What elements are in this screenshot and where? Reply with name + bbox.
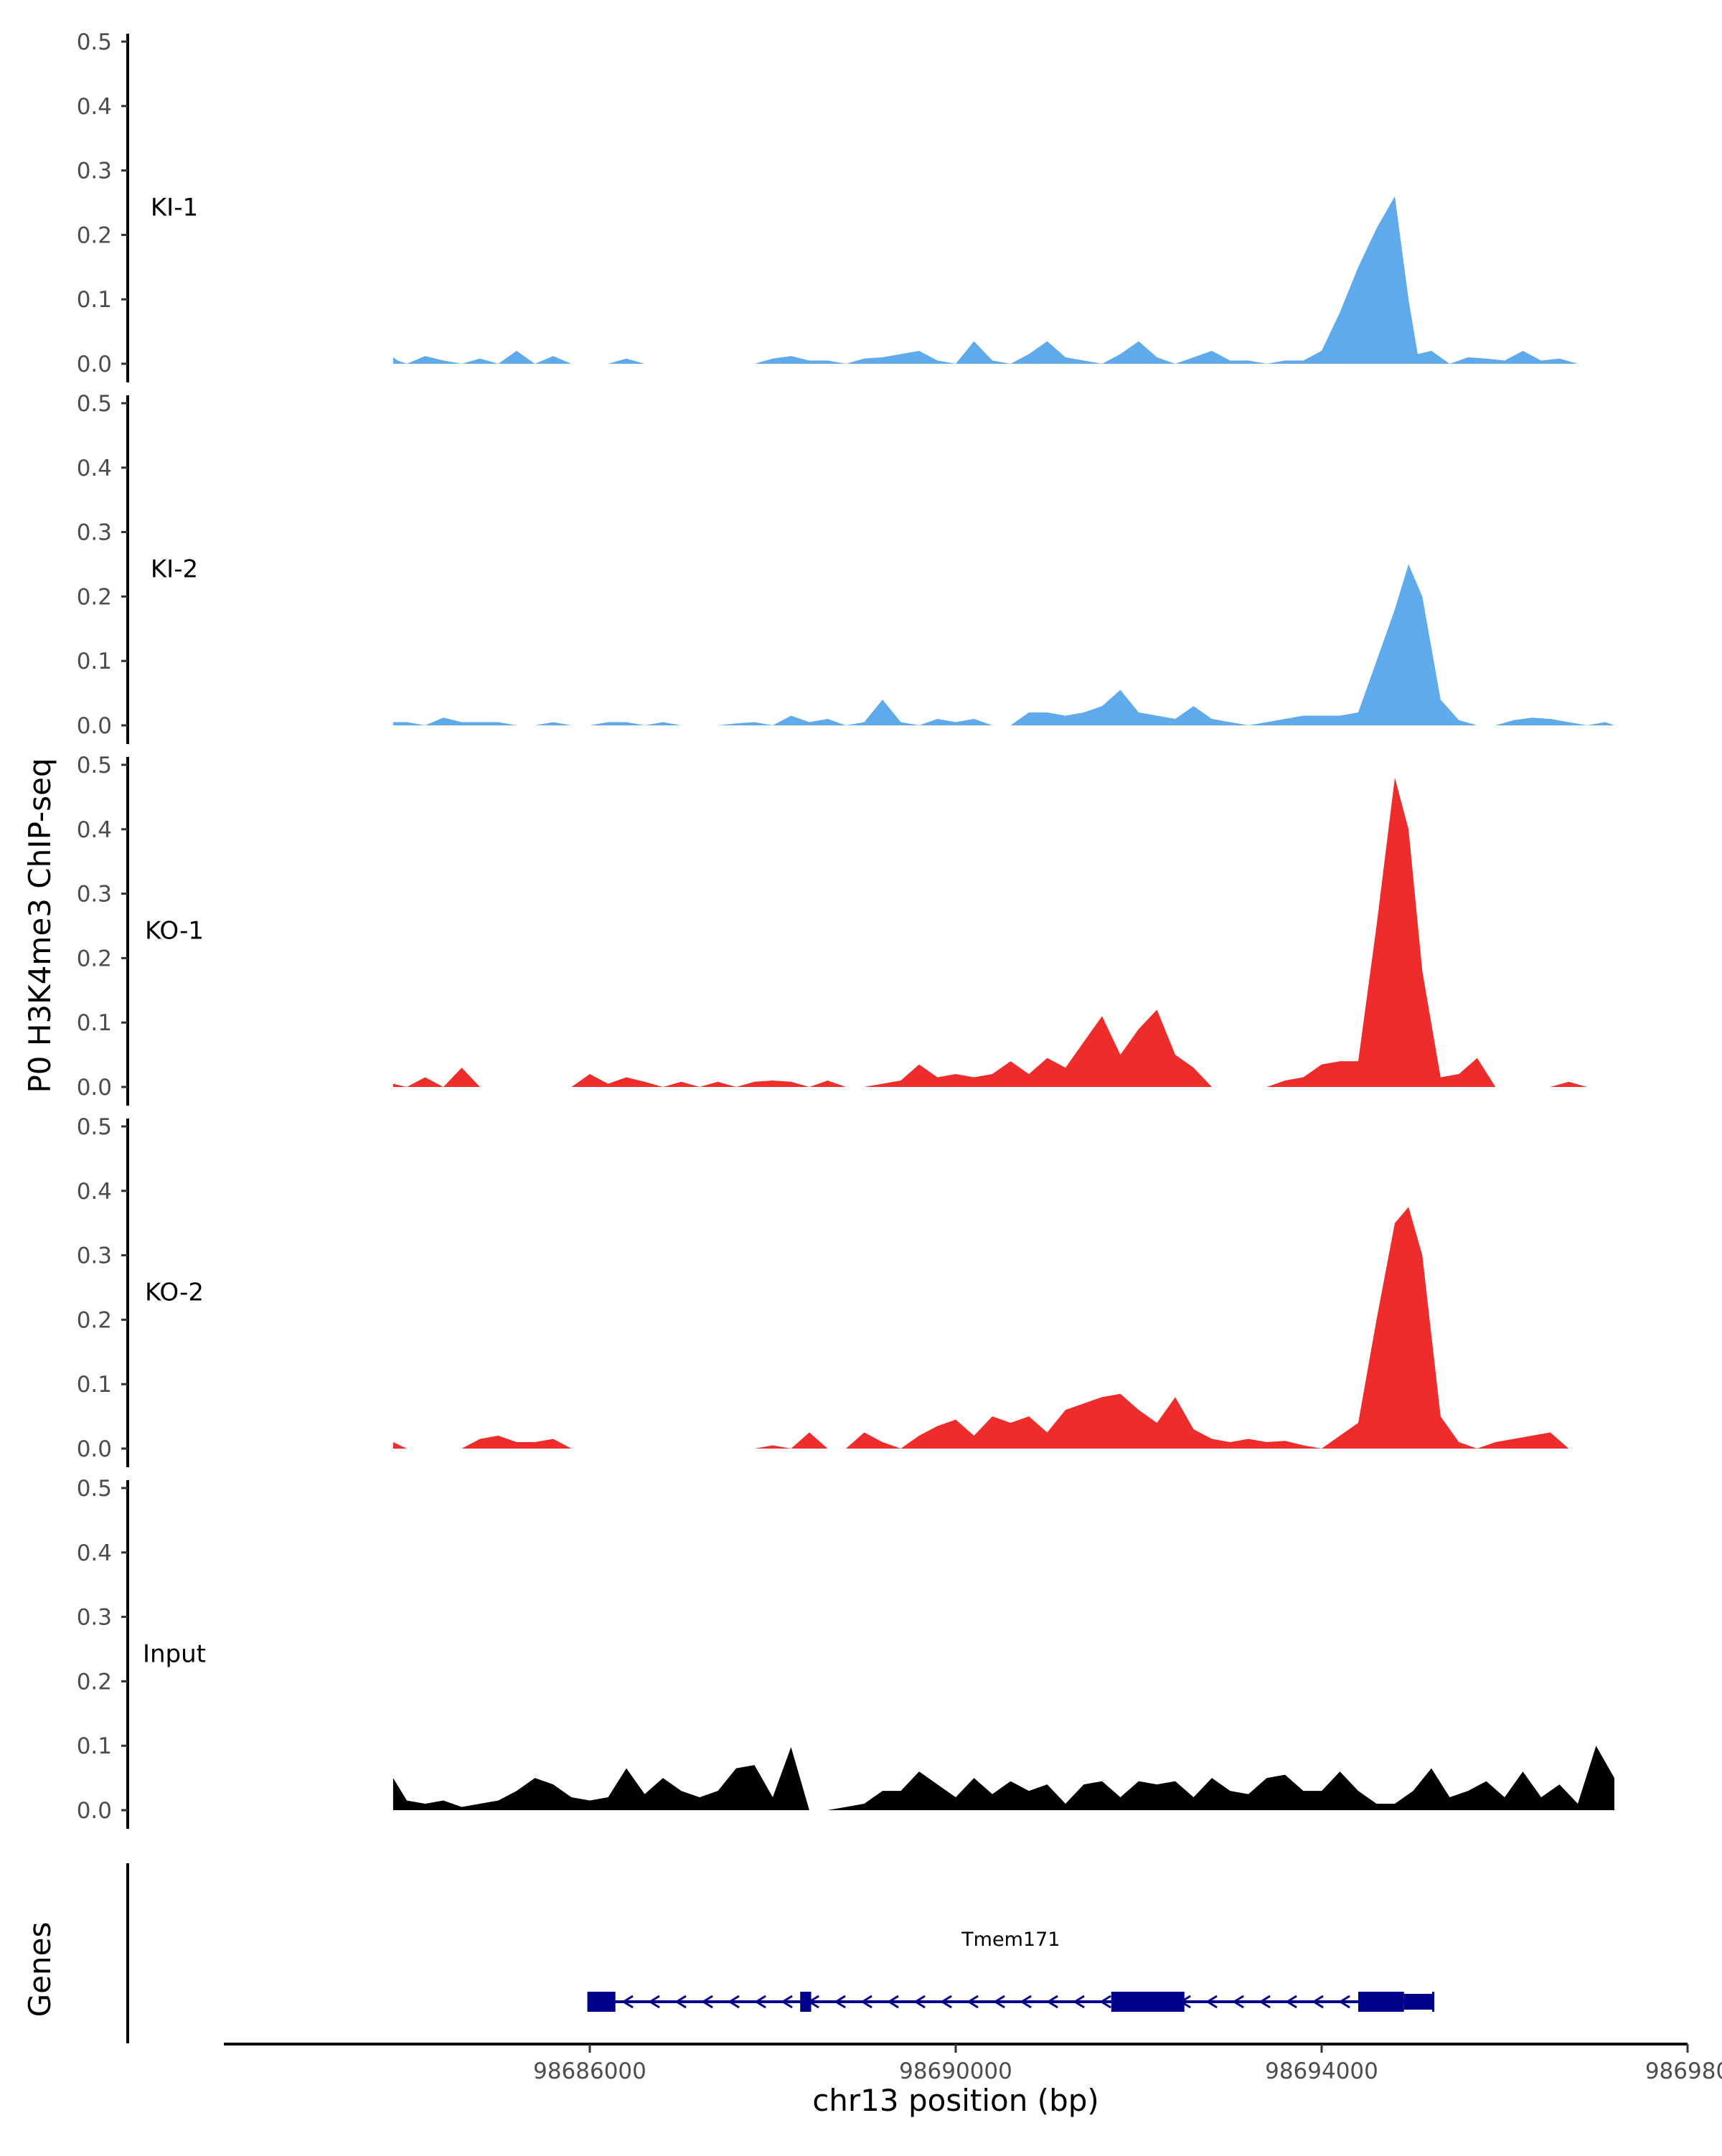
y-tick-label: 0.5 — [77, 1114, 112, 1140]
signal-area-ko-1 — [392, 778, 1587, 1087]
strand-chevron — [1285, 1995, 1297, 2009]
y-tick-label: 0.0 — [77, 352, 112, 377]
strand-chevron — [1099, 1995, 1111, 2009]
y-tick-label: 0.4 — [77, 817, 112, 843]
track-input: 0.0 0.1 0.2 0.3 0.4 0.5 Input — [77, 1476, 1614, 1829]
gene-exon — [1358, 1992, 1404, 2012]
signal-area-input — [392, 1746, 1614, 1810]
x-tick-label: 986980 — [1645, 2058, 1722, 2084]
y-tick-label: 0.3 — [77, 1605, 112, 1631]
gene-tmem171: Tmem171 — [587, 1929, 1435, 2012]
strand-chevron — [1258, 1995, 1271, 2009]
y-tick-label: 0.1 — [77, 1010, 112, 1036]
signal-area-ko-2 — [392, 1207, 1569, 1449]
strand-chevron — [728, 1995, 740, 2009]
strand-chevron — [1046, 1995, 1058, 2009]
y-tick-label: 0.0 — [77, 1436, 112, 1462]
genes-axis-title: Genes — [22, 1922, 57, 2018]
y-tick-label: 0.2 — [77, 222, 112, 248]
track-ki-1: 0.0 0.1 0.2 0.3 0.4 0.5 KI-1 — [77, 29, 1614, 382]
strand-chevron — [781, 1995, 793, 2009]
strand-chevron — [1232, 1995, 1244, 2009]
track-ko-2: 0.0 0.1 0.2 0.3 0.4 0.5 KO-2 — [77, 1114, 1569, 1467]
y-tick-label: 0.5 — [77, 29, 112, 55]
y-tick-label: 0.0 — [77, 1075, 112, 1101]
y-tick-label: 0.2 — [77, 1669, 112, 1695]
y-tick-label: 0.4 — [77, 1179, 112, 1205]
strand-chevron — [648, 1995, 660, 2009]
y-tick-label: 0.4 — [77, 1540, 112, 1566]
gene-exon — [1111, 1992, 1185, 2012]
strand-chevron — [1312, 1995, 1324, 2009]
strand-chevron — [1338, 1995, 1350, 2009]
y-axis-title: P0 H3K4me3 ChIP-seq — [22, 758, 57, 1093]
strand-chevron — [701, 1995, 713, 2009]
y-tick-label: 0.4 — [77, 456, 112, 481]
gene-exon — [1403, 1994, 1434, 2010]
track-label-ko-1: KO-1 — [145, 916, 204, 945]
strand-chevron — [674, 1995, 687, 2009]
strand-chevron — [887, 1995, 899, 2009]
track-ki-2: 0.0 0.1 0.2 0.3 0.4 0.5 KI-2 — [77, 391, 1614, 744]
y-tick-label: 0.2 — [77, 946, 112, 971]
strand-chevron — [966, 1995, 979, 2009]
track-label-input: Input — [143, 1639, 206, 1668]
y-tick-label: 0.2 — [77, 584, 112, 610]
x-tick-label: 98694000 — [1265, 2058, 1378, 2084]
strand-chevron — [621, 1995, 634, 2009]
y-tick-label: 0.3 — [77, 520, 112, 546]
strand-chevron — [1020, 1995, 1032, 2009]
x-axis-title: chr13 position (bp) — [812, 2083, 1099, 2118]
signal-tracks: 0.0 0.1 0.2 0.3 0.4 0.5 KI-1 0.0 0.1 0.2 0.3 0.4 0.5… — [77, 29, 1614, 1829]
y-tick-label: 0.1 — [77, 649, 112, 674]
strand-chevron — [940, 1995, 952, 2009]
track-ko-1: 0.0 0.1 0.2 0.3 0.4 0.5 KO-1 — [77, 753, 1587, 1106]
track-label-ki-1: KI-1 — [151, 193, 198, 222]
strand-chevron — [860, 1995, 872, 2009]
track-label-ki-2: KI-2 — [151, 555, 198, 583]
strand-chevron — [993, 1995, 1005, 2009]
y-tick-label: 0.2 — [77, 1307, 112, 1333]
gene-exon — [588, 1992, 616, 2012]
y-tick-label: 0.3 — [77, 882, 112, 908]
y-tick-label: 0.1 — [77, 287, 112, 313]
y-tick-label: 0.1 — [77, 1372, 112, 1398]
y-tick-label: 0.0 — [77, 1798, 112, 1824]
y-tick-label: 0.5 — [77, 1476, 112, 1502]
strand-chevron — [1073, 1995, 1085, 2009]
x-axis: 98686000 98690000 98694000 986980 — [224, 2043, 1722, 2084]
gene-label: Tmem171 — [961, 1929, 1060, 1951]
y-tick-label: 0.3 — [77, 159, 112, 184]
strand-chevron — [1205, 1995, 1218, 2009]
y-tick-label: 0.3 — [77, 1243, 112, 1269]
signal-area-ki-2 — [392, 564, 1614, 725]
y-tick-label: 0.0 — [77, 713, 112, 739]
y-tick-label: 0.4 — [77, 94, 112, 120]
y-tick-label: 0.1 — [77, 1733, 112, 1759]
y-tick-label: 0.5 — [77, 753, 112, 778]
strand-chevron — [913, 1995, 926, 2009]
strand-chevron — [754, 1995, 766, 2009]
track-label-ko-2: KO-2 — [145, 1278, 204, 1307]
strand-chevron — [834, 1995, 846, 2009]
x-tick-label: 98686000 — [533, 2058, 646, 2084]
signal-area-ki-1 — [392, 196, 1614, 364]
x-tick-label: 98690000 — [899, 2058, 1012, 2084]
y-tick-label: 0.5 — [77, 391, 112, 417]
gene-exon — [800, 1992, 811, 2012]
genes-panel: Tmem171 — [126, 1863, 1435, 2043]
